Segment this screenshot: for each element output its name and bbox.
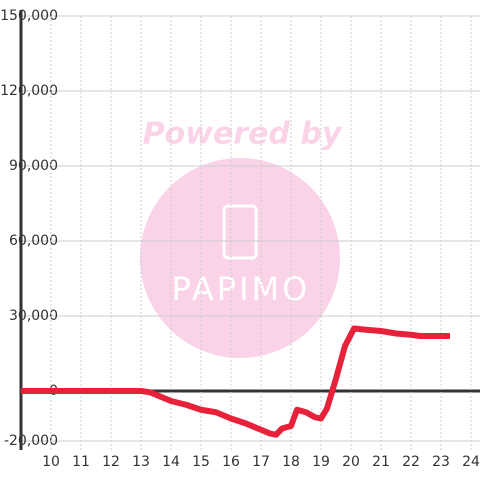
y-tick-label: 150,000 (0, 8, 58, 24)
x-tick-label: 14 (162, 454, 180, 470)
watermark-icon (222, 204, 258, 260)
x-tick-label: 17 (252, 454, 270, 470)
x-tick-label: 12 (102, 454, 120, 470)
x-tick-label: 20 (342, 454, 360, 470)
watermark-brand: PAPIMO (172, 270, 311, 308)
y-tick-label: -20,000 (4, 433, 58, 449)
x-tick-label: 13 (132, 454, 150, 470)
x-tick-label: 24 (462, 454, 480, 470)
x-tick-label: 15 (192, 454, 210, 470)
x-tick-label: 18 (282, 454, 300, 470)
x-tick-label: 16 (222, 454, 240, 470)
data-line (21, 325, 450, 438)
watermark: Powered by PAPIMO (140, 117, 343, 358)
y-tick-label: 120,000 (0, 83, 58, 99)
x-tick-label: 10 (42, 454, 60, 470)
x-tick-label: 21 (372, 454, 390, 470)
x-tick-label: 11 (72, 454, 90, 470)
x-tick-label: 23 (432, 454, 450, 470)
watermark-title: Powered by (143, 117, 343, 152)
x-tick-label: 19 (312, 454, 330, 470)
x-tick-label: 22 (402, 454, 420, 470)
